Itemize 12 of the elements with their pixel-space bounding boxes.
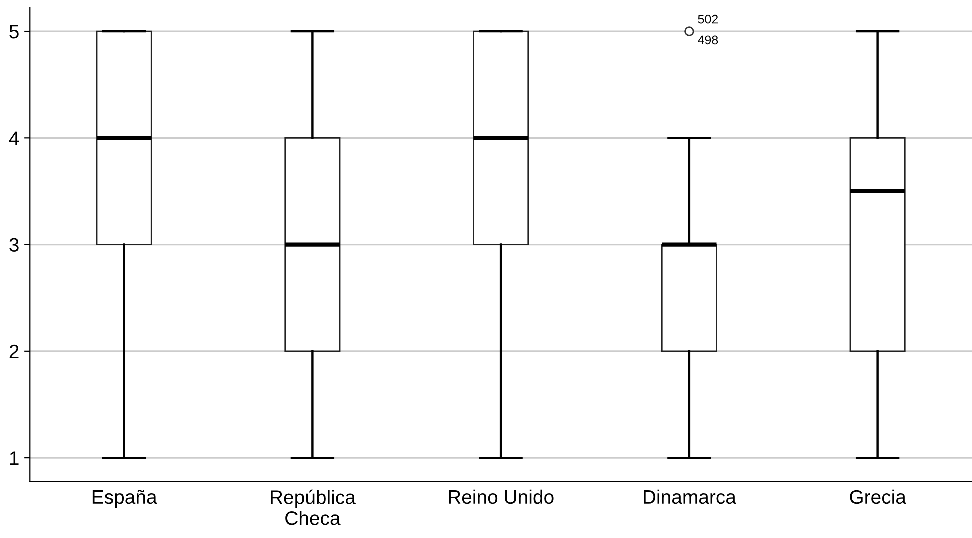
x-tick-label: Grecia [850,490,906,504]
annotation: 502 [698,14,718,24]
x-tick-label: España [92,490,158,508]
y-tick-label: 2 [10,344,19,358]
y-tick-label: 3 [10,238,19,252]
y-tick-label: 1 [10,452,19,466]
annotation: 498 [698,36,718,45]
x-tick-label: Dinamarca [644,490,736,504]
x-tick-label: República Checa [271,490,356,526]
x-tick-label: Reino Unido [449,490,554,504]
y-tick-label: 5 [10,25,19,39]
y-tick-label: 4 [9,132,20,146]
